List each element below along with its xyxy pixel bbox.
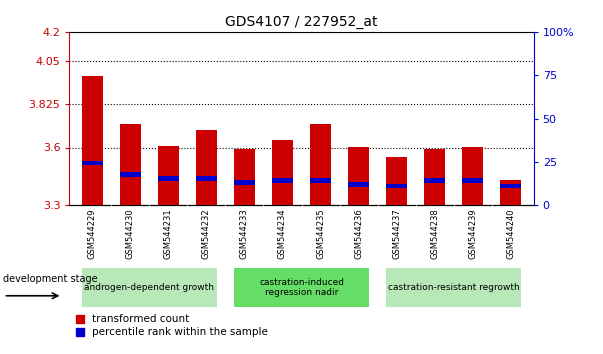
Text: GSM544229: GSM544229 bbox=[87, 209, 96, 259]
Text: GSM544238: GSM544238 bbox=[430, 209, 439, 259]
Text: GSM544230: GSM544230 bbox=[126, 209, 134, 259]
Text: GSM544240: GSM544240 bbox=[507, 209, 516, 259]
Bar bbox=[120, 172, 140, 177]
Bar bbox=[158, 176, 178, 181]
Text: GSM544234: GSM544234 bbox=[278, 209, 287, 259]
Bar bbox=[500, 184, 521, 188]
Text: GSM544239: GSM544239 bbox=[469, 209, 477, 259]
Text: GSM544233: GSM544233 bbox=[240, 209, 249, 259]
Text: development stage: development stage bbox=[4, 274, 98, 284]
Text: androgen-dependent growth: androgen-dependent growth bbox=[84, 283, 214, 292]
Text: GSM544232: GSM544232 bbox=[202, 209, 211, 259]
Bar bbox=[310, 178, 331, 183]
FancyBboxPatch shape bbox=[82, 268, 217, 307]
Text: GSM544237: GSM544237 bbox=[392, 209, 401, 259]
Bar bbox=[425, 178, 445, 183]
Text: castration-resistant regrowth: castration-resistant regrowth bbox=[388, 283, 520, 292]
Bar bbox=[120, 124, 140, 205]
Bar bbox=[196, 130, 217, 205]
FancyBboxPatch shape bbox=[234, 268, 369, 307]
Bar bbox=[234, 149, 255, 205]
Bar bbox=[463, 148, 483, 205]
Bar bbox=[158, 145, 178, 205]
Text: GSM544235: GSM544235 bbox=[316, 209, 325, 259]
Bar bbox=[234, 180, 255, 184]
Bar bbox=[196, 176, 217, 181]
Bar bbox=[348, 182, 369, 187]
Bar bbox=[463, 178, 483, 183]
Title: GDS4107 / 227952_at: GDS4107 / 227952_at bbox=[226, 16, 377, 29]
Bar bbox=[500, 180, 521, 205]
Bar bbox=[386, 184, 407, 188]
Bar bbox=[348, 148, 369, 205]
Text: castration-induced
regression nadir: castration-induced regression nadir bbox=[259, 278, 344, 297]
Bar bbox=[272, 140, 293, 205]
Text: GSM544231: GSM544231 bbox=[164, 209, 173, 259]
Bar bbox=[425, 149, 445, 205]
Bar bbox=[386, 157, 407, 205]
Bar bbox=[310, 124, 331, 205]
Legend: transformed count, percentile rank within the sample: transformed count, percentile rank withi… bbox=[75, 313, 269, 338]
Bar bbox=[272, 178, 293, 183]
Bar bbox=[82, 160, 103, 165]
FancyBboxPatch shape bbox=[386, 268, 521, 307]
Text: GSM544236: GSM544236 bbox=[354, 209, 363, 259]
Bar bbox=[82, 76, 103, 205]
